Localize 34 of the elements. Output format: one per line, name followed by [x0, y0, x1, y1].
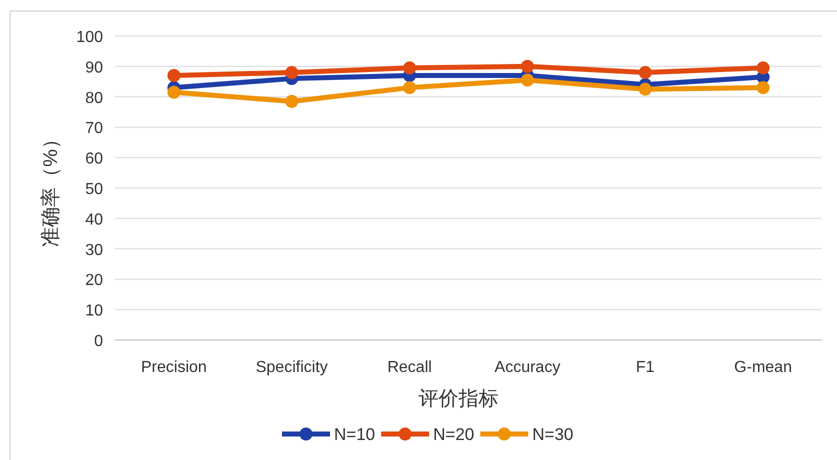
y-tick-label: 10 [85, 302, 104, 320]
y-tick-label: 60 [85, 150, 104, 168]
x-tick-label: Precision [141, 359, 207, 376]
point [520, 74, 534, 87]
legend-label: N=10 [334, 425, 376, 444]
point [638, 66, 652, 79]
y-tick-label: 90 [85, 59, 104, 76]
point [520, 60, 534, 73]
x-tick-label: F1 [636, 359, 655, 376]
point [756, 61, 770, 74]
x-tick-label: Accuracy [494, 359, 560, 376]
point [756, 81, 770, 94]
point [638, 82, 652, 96]
point [167, 69, 180, 82]
y-tick-label: 0 [94, 333, 104, 350]
legend-label: N=30 [532, 425, 574, 444]
y-tick-label: 20 [85, 272, 104, 290]
legend-label: N=20 [433, 425, 474, 444]
y-tick-label: 80 [85, 90, 104, 107]
point [285, 94, 298, 108]
y-tick-label: 30 [85, 242, 104, 259]
point [403, 81, 416, 94]
point [285, 66, 298, 79]
point [403, 61, 416, 74]
x-tick-label: Specificity [256, 359, 328, 376]
y-tick-label: 40 [85, 211, 104, 228]
point [167, 86, 180, 99]
x-tick-label: G-mean [734, 359, 792, 376]
x-tick-label: Recall [387, 359, 432, 376]
y-tick-label: 70 [85, 120, 104, 138]
y-tick-label: 100 [76, 29, 104, 46]
x-axis-title: 评价指标 [418, 388, 498, 410]
y-axis-title: 准确率（%） [40, 129, 62, 247]
y-tick-label: 50 [85, 181, 104, 198]
